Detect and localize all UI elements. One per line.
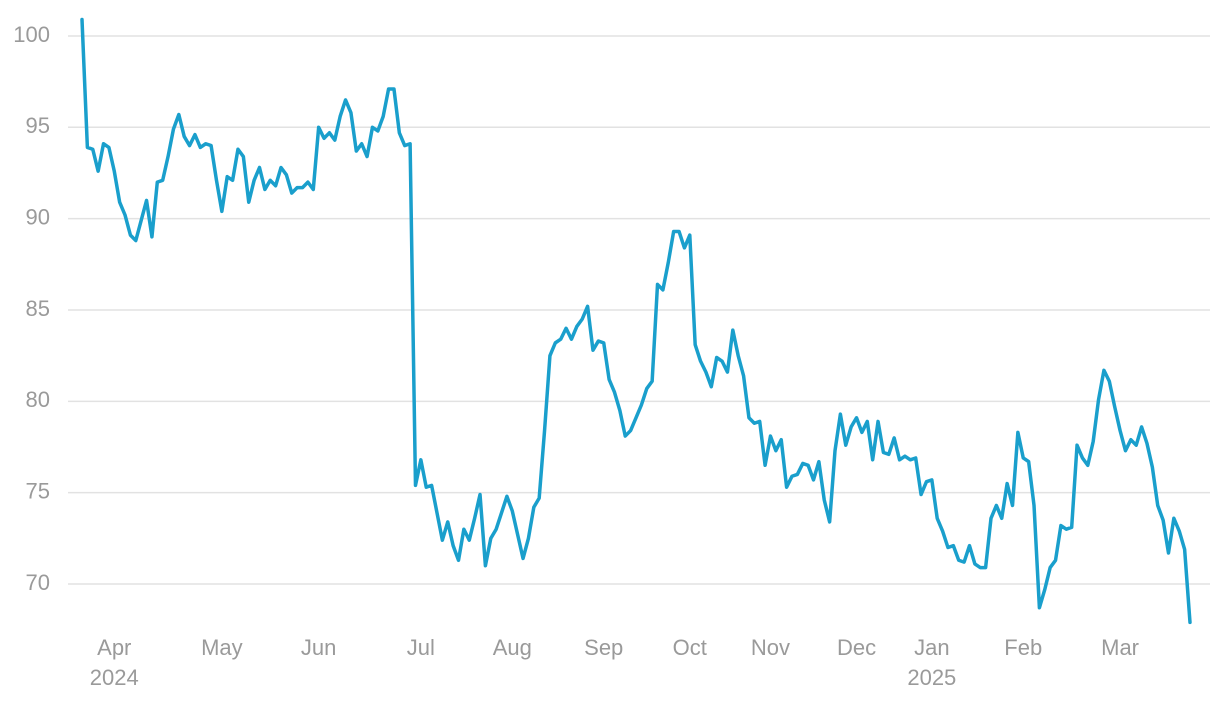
x-tick-label: Dec	[837, 635, 876, 660]
y-tick-label: 80	[26, 387, 50, 412]
x-tick-label: Feb	[1004, 635, 1042, 660]
y-tick-label: 90	[26, 204, 50, 229]
x-tick-label: May	[201, 635, 243, 660]
price-line	[80, 17, 1192, 625]
x-tick-label: Jul	[407, 635, 435, 660]
x-tick-label: Nov	[751, 635, 790, 660]
x-tick-label: Oct	[673, 635, 707, 660]
x-tick-label: Jan 2025	[907, 635, 956, 690]
y-tick-label: 95	[26, 113, 50, 138]
y-tick-label: 85	[26, 296, 50, 321]
x-tick-label: Jun	[301, 635, 336, 660]
y-tick-label: 100	[13, 22, 50, 47]
x-tick-label: Sep	[584, 635, 623, 660]
x-tick-label: Mar	[1101, 635, 1139, 660]
y-tick-label: 75	[26, 478, 50, 503]
x-tick-label: Aug	[493, 635, 532, 660]
y-tick-label: 70	[26, 570, 50, 595]
x-tick-label: Apr 2024	[90, 635, 139, 690]
